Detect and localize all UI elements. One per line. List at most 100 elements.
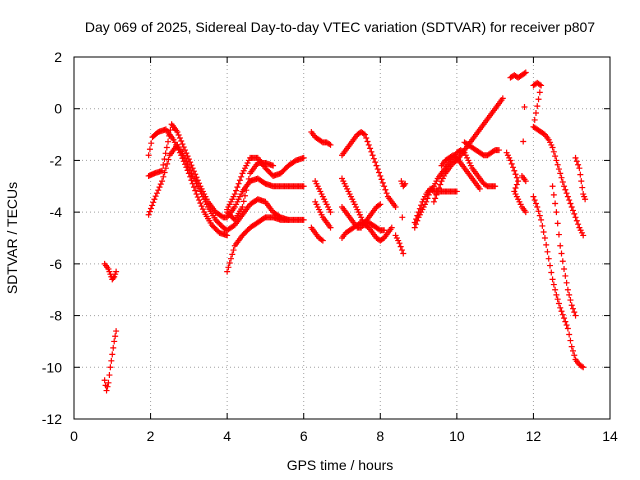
data-point xyxy=(538,216,545,223)
data-point xyxy=(532,200,539,207)
data-point xyxy=(236,177,243,184)
data-point xyxy=(411,224,418,231)
data-point xyxy=(522,69,529,76)
data-point xyxy=(415,209,422,216)
data-point xyxy=(539,222,546,229)
data-point xyxy=(558,308,565,315)
data-point xyxy=(434,188,441,195)
data-point xyxy=(568,203,575,210)
data-point xyxy=(149,202,156,209)
data-point xyxy=(318,236,325,243)
data-point xyxy=(549,183,556,190)
data-point xyxy=(230,247,237,254)
data-point xyxy=(550,148,557,155)
data-point xyxy=(196,180,203,187)
data-point xyxy=(180,158,187,165)
data-point xyxy=(578,363,585,370)
data-point xyxy=(573,158,580,165)
data-point xyxy=(555,300,562,307)
data-point xyxy=(561,266,568,273)
data-point xyxy=(178,152,185,159)
data-point xyxy=(370,155,377,162)
data-point xyxy=(437,181,444,188)
data-point xyxy=(229,251,236,258)
data-point xyxy=(492,183,499,190)
data-point xyxy=(569,347,576,354)
data-point xyxy=(553,291,560,298)
data-point xyxy=(414,212,421,219)
data-point xyxy=(163,144,170,151)
data-point xyxy=(196,197,203,204)
data-point xyxy=(559,311,566,318)
data-point xyxy=(327,209,334,216)
data-point xyxy=(582,196,589,203)
data-point xyxy=(513,174,520,181)
data-point xyxy=(185,156,192,163)
data-point xyxy=(193,174,200,181)
data-point xyxy=(550,191,557,198)
data-point xyxy=(157,181,164,188)
data-point xyxy=(535,96,542,103)
data-point xyxy=(194,177,201,184)
x-tick-label: 0 xyxy=(70,428,78,444)
data-point xyxy=(373,162,380,169)
series-mid-3 xyxy=(312,198,334,231)
data-point xyxy=(162,165,169,172)
data-point xyxy=(234,184,241,191)
data-point xyxy=(563,190,570,197)
data-point xyxy=(573,217,580,224)
data-point xyxy=(300,183,307,190)
data-point xyxy=(580,232,587,239)
data-point xyxy=(433,191,440,198)
y-tick-label: -10 xyxy=(42,359,62,375)
data-point xyxy=(396,240,403,247)
data-point xyxy=(235,180,242,187)
series-right-11 xyxy=(572,154,589,203)
data-point xyxy=(562,318,569,325)
data-point xyxy=(240,198,247,205)
data-point xyxy=(106,372,113,379)
data-point xyxy=(361,131,368,138)
data-point xyxy=(164,160,171,167)
data-point xyxy=(572,214,579,221)
data-point xyxy=(567,337,574,344)
data-point xyxy=(377,201,384,208)
data-point xyxy=(435,185,442,192)
data-point xyxy=(515,178,522,185)
data-point xyxy=(189,165,196,172)
data-point xyxy=(566,291,573,298)
data-point xyxy=(413,216,420,223)
data-point xyxy=(238,173,245,180)
data-point xyxy=(564,325,571,332)
data-point xyxy=(411,219,418,226)
data-point xyxy=(155,187,162,194)
series-mid-4 xyxy=(308,224,326,244)
data-point xyxy=(239,203,246,210)
data-point xyxy=(549,144,556,151)
data-point xyxy=(152,193,159,200)
data-point xyxy=(577,171,584,178)
data-point xyxy=(398,247,405,254)
data-point xyxy=(566,331,573,338)
data-point xyxy=(559,178,566,185)
data-point xyxy=(378,176,385,183)
data-point xyxy=(552,286,559,293)
data-point xyxy=(531,197,538,204)
data-point xyxy=(538,82,545,89)
data-point xyxy=(148,140,155,147)
data-point xyxy=(418,202,425,209)
data-point xyxy=(183,150,190,157)
data-point xyxy=(543,241,550,248)
data-point xyxy=(571,210,578,217)
series-right-1 xyxy=(411,147,499,231)
x-axis-label: GPS time / hours xyxy=(287,457,394,473)
series-track-b xyxy=(145,121,307,221)
data-point xyxy=(189,180,196,187)
data-point xyxy=(145,211,152,218)
data-point xyxy=(430,198,437,205)
data-point xyxy=(521,70,528,77)
series-right-6 xyxy=(503,149,529,216)
x-tick-label: 14 xyxy=(602,428,618,444)
data-point xyxy=(512,185,519,192)
data-point xyxy=(549,276,556,283)
